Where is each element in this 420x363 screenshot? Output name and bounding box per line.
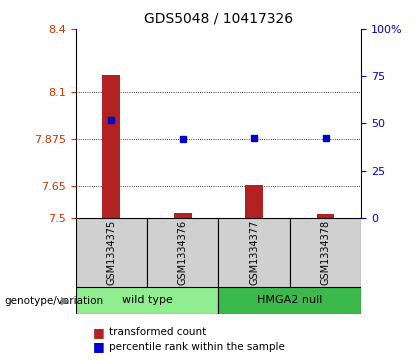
Text: GSM1334375: GSM1334375: [106, 220, 116, 285]
Text: genotype/variation: genotype/variation: [4, 295, 103, 306]
Text: HMGA2 null: HMGA2 null: [257, 295, 323, 305]
Bar: [218, 218, 290, 287]
Text: ▶: ▶: [61, 295, 69, 306]
Bar: [76, 218, 147, 287]
Bar: [102, 75, 120, 218]
Bar: [290, 218, 361, 287]
Bar: [174, 213, 192, 218]
Text: ■: ■: [92, 326, 104, 339]
Text: GSM1334377: GSM1334377: [249, 220, 259, 285]
Text: ■: ■: [92, 340, 104, 353]
Bar: [317, 213, 334, 218]
Text: percentile rank within the sample: percentile rank within the sample: [109, 342, 285, 352]
Text: wild type: wild type: [121, 295, 173, 305]
Text: GSM1334376: GSM1334376: [178, 220, 188, 285]
Bar: [218, 287, 361, 314]
Text: GSM1334378: GSM1334378: [320, 220, 331, 285]
Bar: [147, 218, 218, 287]
Bar: [76, 287, 218, 314]
Bar: [245, 185, 263, 218]
Title: GDS5048 / 10417326: GDS5048 / 10417326: [144, 11, 293, 25]
Text: transformed count: transformed count: [109, 327, 207, 337]
